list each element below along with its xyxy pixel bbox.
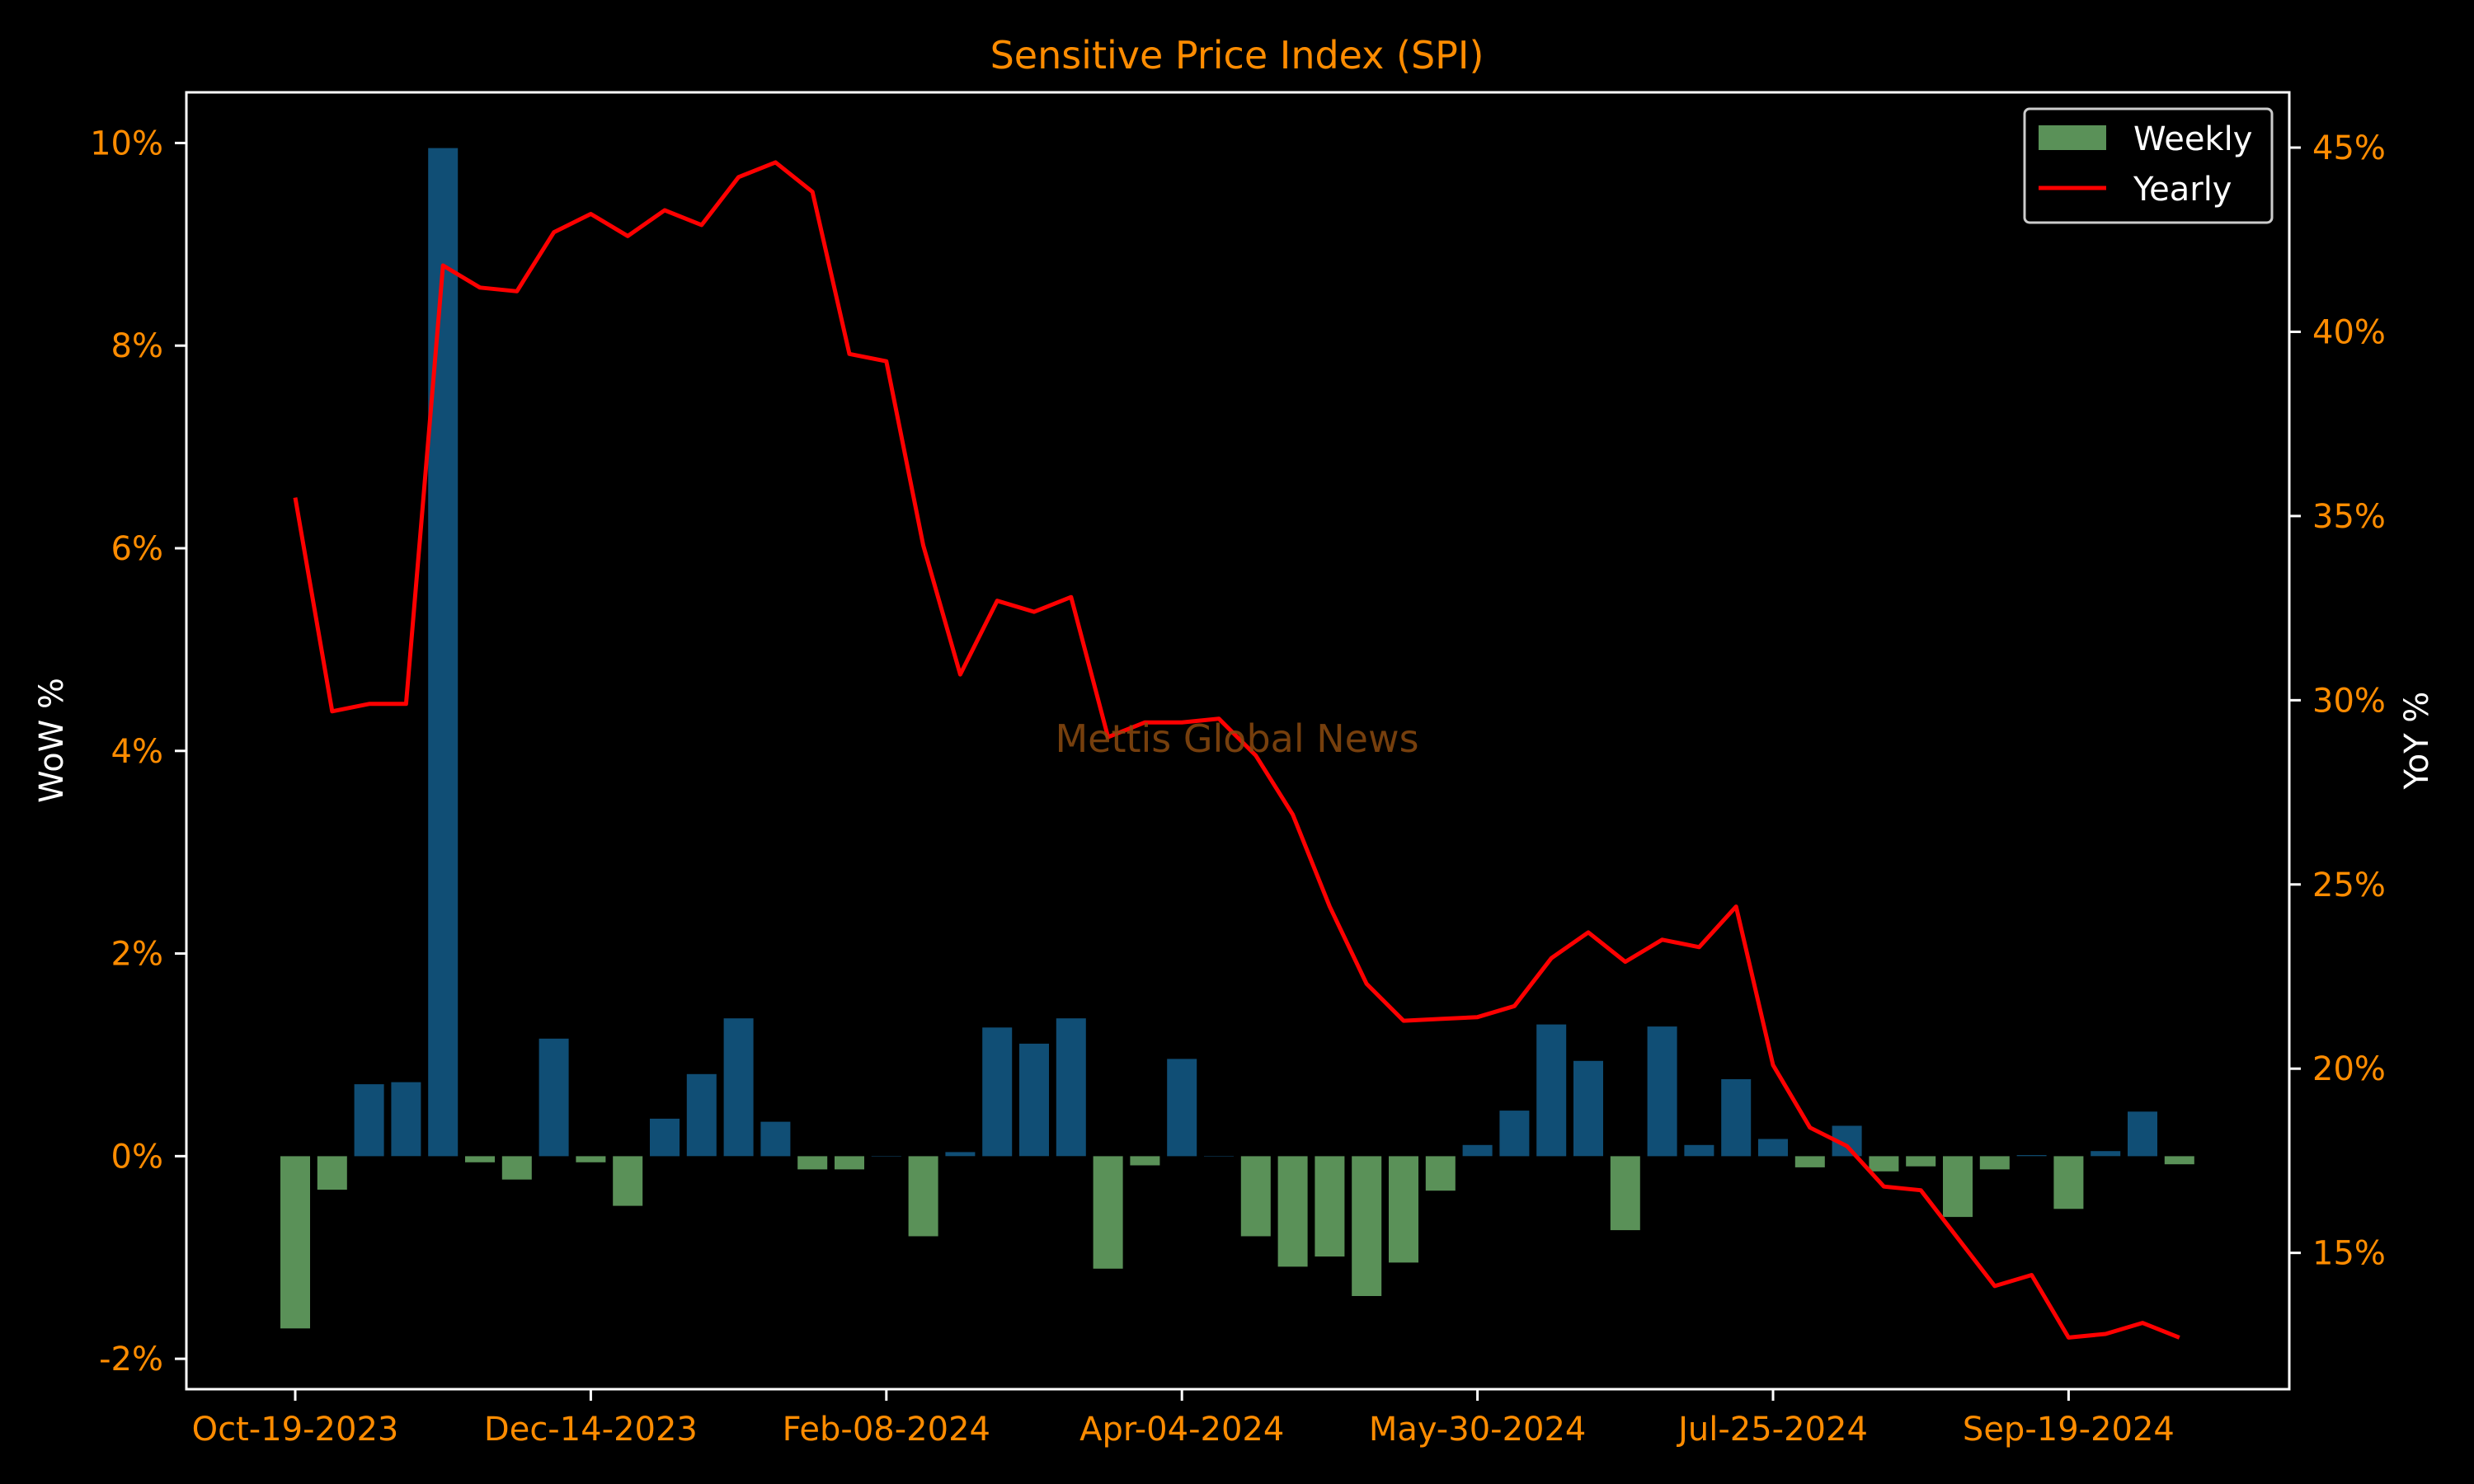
right-tick-label: 35% [2312, 498, 2386, 536]
weekly-bar [1389, 1156, 1418, 1263]
weekly-bar [2053, 1156, 2084, 1209]
left-tick-label: 8% [111, 327, 163, 365]
right-y-axis: 15% 20% 25% 30% 35% 40% 45% [2289, 129, 2386, 1273]
weekly-bar [501, 1156, 532, 1180]
weekly-bar [1315, 1156, 1345, 1257]
weekly-bar [2016, 1155, 2047, 1157]
weekly-bar [1277, 1156, 1308, 1267]
weekly-bar [1425, 1156, 1456, 1191]
weekly-bar [2091, 1151, 2121, 1157]
weekly-bar [1167, 1059, 1197, 1157]
plot-frame [185, 91, 2291, 1391]
weekly-bar [2128, 1111, 2157, 1157]
weekly-bar [835, 1156, 864, 1170]
weekly-bar [1647, 1026, 1677, 1157]
weekly-bar [797, 1156, 828, 1170]
left-tick-label: 6% [111, 530, 163, 568]
weekly-bar [1240, 1156, 1271, 1237]
weekly-bar [1684, 1144, 1714, 1157]
right-tick-label: 25% [2312, 866, 2386, 904]
x-tick-label: Feb-08-2024 [783, 1411, 990, 1449]
weekly-bar [1758, 1139, 1788, 1157]
weekly-bar [871, 1156, 901, 1157]
weekly-bar [723, 1018, 754, 1157]
weekly-bar [908, 1156, 938, 1237]
legend-weekly-swatch [2039, 125, 2106, 150]
left-axis-title: WoW % [33, 678, 71, 803]
left-tick-label: 0% [111, 1138, 163, 1176]
weekly-bar [1093, 1156, 1123, 1269]
x-tick-label: Dec-14-2023 [484, 1411, 698, 1449]
right-axis-title: YoY % [2398, 692, 2436, 791]
weekly-bar [1499, 1111, 1530, 1157]
weekly-bar [317, 1156, 347, 1190]
weekly-bars [280, 148, 2194, 1329]
weekly-bar [760, 1121, 791, 1157]
weekly-bar [1352, 1156, 1382, 1296]
weekly-bar [391, 1082, 421, 1157]
weekly-bar [1979, 1156, 2010, 1170]
right-tick-label: 45% [2312, 129, 2386, 167]
weekly-bar [539, 1038, 569, 1157]
legend: Weekly Yearly [2023, 107, 2274, 224]
weekly-bar [1721, 1079, 1752, 1157]
x-tick-label: May-30-2024 [1369, 1411, 1587, 1449]
weekly-bar [1943, 1156, 1973, 1218]
left-tick-label: 4% [111, 733, 163, 771]
left-tick-label: 10% [90, 124, 163, 162]
weekly-bar [650, 1118, 680, 1157]
x-tick-label: Oct-19-2023 [192, 1411, 399, 1449]
weekly-bar [613, 1156, 643, 1206]
weekly-bar [945, 1152, 976, 1157]
left-y-axis: -2% 0% 2% 4% 6% 8% 10% [90, 124, 186, 1378]
weekly-bar [280, 1156, 310, 1329]
x-tick-label: Apr-04-2024 [1079, 1411, 1284, 1449]
weekly-bar [1573, 1060, 1603, 1157]
weekly-bar [1536, 1024, 1567, 1157]
legend-yearly-label: Yearly [2133, 171, 2232, 209]
yearly-line-layer [293, 160, 2180, 1340]
weekly-bar [354, 1084, 384, 1157]
weekly-bar [686, 1073, 717, 1157]
weekly-bar [1869, 1156, 1899, 1172]
weekly-bar [1610, 1156, 1640, 1231]
x-axis: Oct-19-2023 Dec-14-2023 Feb-08-2024 Apr-04-… [192, 1389, 2175, 1449]
yearly-line [293, 160, 2180, 1340]
right-tick-label: 40% [2312, 313, 2386, 351]
weekly-bar [1056, 1018, 1086, 1157]
weekly-bar [1794, 1156, 1825, 1167]
weekly-bar [576, 1156, 606, 1162]
weekly-bar [428, 148, 459, 1157]
weekly-bar [982, 1027, 1013, 1157]
left-tick-label: -2% [99, 1341, 163, 1378]
weekly-bar [1204, 1156, 1234, 1157]
right-tick-label: 30% [2312, 682, 2386, 720]
watermark: Mettis Global News [1055, 716, 1418, 761]
right-tick-label: 15% [2312, 1235, 2386, 1273]
legend-weekly-label: Weekly [2133, 120, 2252, 158]
left-tick-label: 2% [111, 936, 163, 974]
x-tick-label: Sep-19-2024 [1963, 1411, 2175, 1449]
weekly-bar [1462, 1144, 1493, 1157]
x-tick-label: Jul-25-2024 [1676, 1411, 1868, 1449]
chart-title: Sensitive Price Index (SPI) [990, 33, 1484, 77]
weekly-bar [1019, 1043, 1049, 1157]
weekly-bar [465, 1156, 495, 1162]
weekly-bar [1130, 1156, 1160, 1166]
right-tick-label: 20% [2312, 1050, 2386, 1088]
weekly-bar [2164, 1156, 2194, 1165]
weekly-bar [1906, 1156, 1936, 1167]
